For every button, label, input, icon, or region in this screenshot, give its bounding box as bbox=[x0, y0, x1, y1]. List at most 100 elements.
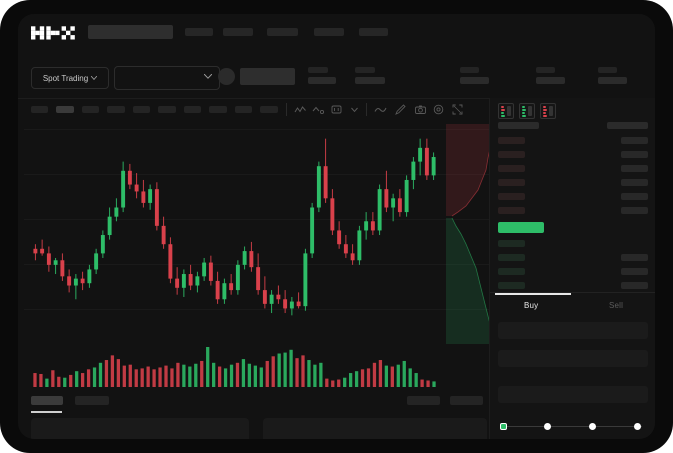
nav-item-3[interactable] bbox=[314, 28, 344, 36]
price-chart-pane[interactable] bbox=[18, 121, 489, 389]
chart-gridline bbox=[24, 219, 489, 220]
bid-price-3[interactable] bbox=[498, 282, 525, 289]
chevron-down-icon[interactable] bbox=[348, 103, 361, 116]
timeframe-1[interactable] bbox=[56, 106, 74, 113]
market-depth-overlay bbox=[442, 118, 496, 349]
ask-price-1[interactable] bbox=[498, 151, 525, 158]
slider-step-25[interactable] bbox=[544, 423, 551, 430]
toolbar-divider bbox=[286, 103, 287, 116]
ask-price-2[interactable] bbox=[498, 165, 525, 172]
okx-logo[interactable] bbox=[31, 25, 75, 40]
trading-pair-selector[interactable] bbox=[114, 66, 220, 90]
timeframe-6[interactable] bbox=[184, 106, 201, 113]
order-total-field[interactable] bbox=[498, 386, 648, 403]
orderbook-both-icon[interactable] bbox=[498, 103, 514, 119]
orders-action-0[interactable] bbox=[407, 396, 440, 405]
bid-price-0[interactable] bbox=[498, 240, 525, 247]
order-price-field[interactable] bbox=[498, 322, 648, 339]
market-sub-header: Spot Trading bbox=[18, 51, 655, 99]
drawing-pencil-icon[interactable] bbox=[394, 103, 407, 116]
ask-amount-4 bbox=[621, 193, 648, 200]
buy-sell-tab-bar: Buy Sell bbox=[490, 292, 655, 317]
timeframe-8[interactable] bbox=[235, 106, 252, 113]
fullscreen-icon[interactable] bbox=[451, 103, 464, 116]
ask-amount-0 bbox=[621, 137, 648, 144]
compare-icon[interactable] bbox=[330, 103, 343, 116]
indicator-icon[interactable] bbox=[294, 103, 307, 116]
market-stat-4 bbox=[598, 67, 627, 84]
global-search-input[interactable] bbox=[88, 25, 173, 39]
slider-step-75[interactable] bbox=[634, 423, 641, 430]
bid-amount-1 bbox=[621, 254, 648, 261]
slider-step-50[interactable] bbox=[589, 423, 596, 430]
bid-price-1[interactable] bbox=[498, 254, 525, 261]
orderbook-col-price-header bbox=[498, 122, 539, 129]
market-stat-1 bbox=[355, 67, 385, 84]
orders-action-1[interactable] bbox=[450, 396, 483, 405]
chart-gridline bbox=[24, 264, 489, 265]
chevron-down-icon bbox=[204, 74, 212, 79]
stat-value bbox=[536, 77, 565, 84]
timeframe-9[interactable] bbox=[260, 106, 278, 113]
orders-tab-1[interactable] bbox=[75, 396, 109, 405]
active-side-indicator bbox=[495, 293, 571, 295]
slider-track bbox=[504, 426, 642, 427]
timeframe-3[interactable] bbox=[107, 106, 125, 113]
chevron-down-icon bbox=[91, 76, 98, 80]
active-tab-indicator bbox=[31, 411, 62, 413]
stat-label bbox=[460, 67, 479, 73]
nav-item-1[interactable] bbox=[223, 28, 253, 36]
bid-amount-2 bbox=[621, 268, 648, 275]
camera-icon[interactable] bbox=[414, 103, 427, 116]
timeframe-7[interactable] bbox=[209, 106, 227, 113]
coin-avatar-icon bbox=[218, 68, 235, 85]
settings-gear-icon[interactable] bbox=[432, 103, 445, 116]
ask-amount-1 bbox=[621, 151, 648, 158]
stat-label bbox=[355, 67, 375, 73]
stat-value bbox=[598, 77, 627, 84]
indicator-settings-icon[interactable] bbox=[312, 103, 325, 116]
timeframe-5[interactable] bbox=[158, 106, 176, 113]
nav-item-0[interactable] bbox=[185, 28, 213, 36]
orders-tab-bar bbox=[18, 389, 489, 415]
amount-percent-slider[interactable] bbox=[500, 422, 646, 431]
orders-panel-left[interactable] bbox=[31, 418, 249, 439]
nav-item-4[interactable] bbox=[359, 28, 388, 36]
toolbar-divider bbox=[366, 103, 367, 116]
chart-gridline bbox=[24, 129, 489, 130]
stat-value bbox=[460, 77, 489, 84]
tab-sell[interactable]: Sell bbox=[609, 301, 624, 310]
trading-mode-label: Spot Trading bbox=[42, 73, 89, 83]
tab-buy[interactable]: Buy bbox=[524, 301, 539, 310]
line-chart-icon[interactable] bbox=[374, 103, 387, 116]
timeframe-4[interactable] bbox=[133, 106, 150, 113]
last-price-row bbox=[498, 222, 544, 233]
ask-price-0[interactable] bbox=[498, 137, 525, 144]
ask-price-4[interactable] bbox=[498, 193, 525, 200]
last-price-display bbox=[240, 68, 295, 85]
market-stat-2 bbox=[460, 67, 489, 84]
candlestick-series bbox=[33, 138, 436, 316]
orderbook-layout-toggles bbox=[498, 103, 556, 119]
stat-label bbox=[308, 67, 328, 73]
orderbook-asks-icon[interactable] bbox=[540, 103, 556, 119]
bid-price-2[interactable] bbox=[498, 268, 525, 275]
stat-value bbox=[355, 77, 385, 84]
order-amount-field[interactable] bbox=[498, 350, 648, 367]
trading-mode-selector[interactable]: Spot Trading bbox=[31, 67, 109, 89]
volume-histogram bbox=[33, 347, 436, 387]
top-navigation-bar bbox=[18, 14, 655, 51]
orderbook-bids-icon[interactable] bbox=[519, 103, 535, 119]
timeframe-0[interactable] bbox=[31, 106, 48, 113]
market-stat-0 bbox=[308, 67, 336, 84]
orders-tab-0[interactable] bbox=[31, 396, 63, 405]
ask-price-3[interactable] bbox=[498, 179, 525, 186]
orders-panel-right[interactable] bbox=[263, 418, 487, 439]
nav-item-2[interactable] bbox=[267, 28, 298, 36]
slider-handle[interactable] bbox=[500, 423, 507, 430]
orderbook-col-amount-header bbox=[607, 122, 648, 129]
timeframe-2[interactable] bbox=[82, 106, 99, 113]
bid-amount-3 bbox=[621, 282, 648, 289]
app-screen: Spot Trading bbox=[18, 14, 655, 439]
ask-price-5[interactable] bbox=[498, 207, 525, 214]
